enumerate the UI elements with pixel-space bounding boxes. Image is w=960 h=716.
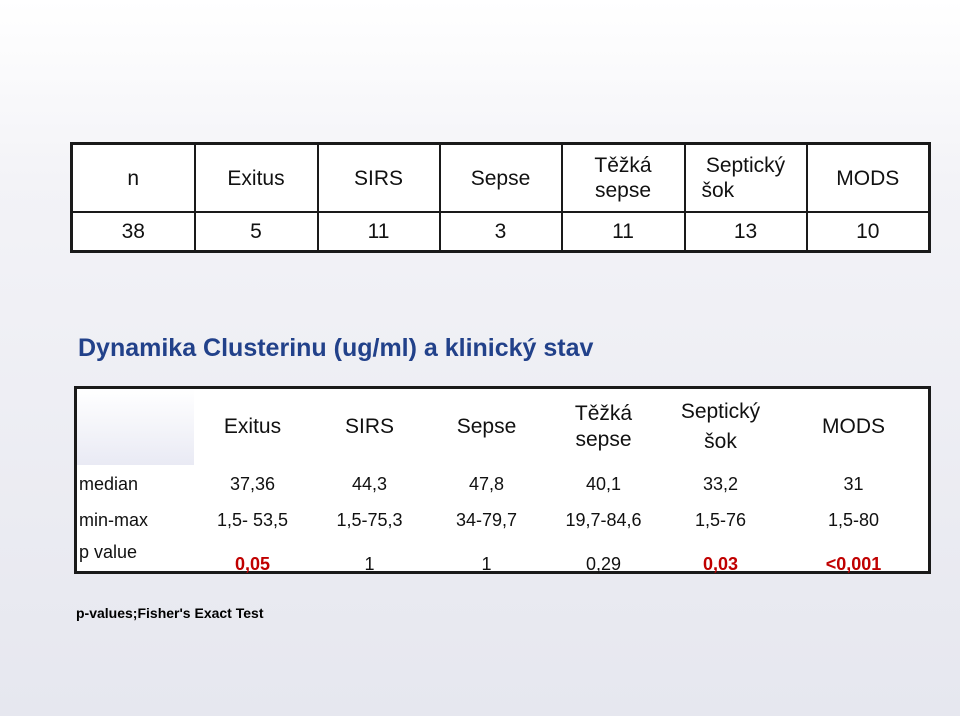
header-shade — [77, 389, 194, 465]
value-cell: 19,7-84,6 — [565, 510, 642, 530]
p-value-significant: 0,05 — [234, 554, 271, 574]
header-cell: Sepse — [438, 142, 563, 213]
value-cell: 47,8 — [468, 473, 505, 494]
header-line: sepse — [594, 179, 652, 202]
value-cell: 10 — [805, 211, 931, 253]
header-cell: Těžká sepse — [545, 389, 662, 465]
header-line: sepse — [575, 428, 632, 451]
p-value-significant: <0,001 — [825, 554, 882, 574]
p-value-significant: 0,03 — [702, 554, 739, 574]
header-cell: MODS — [805, 142, 931, 213]
header-cell: MODS — [822, 415, 885, 438]
slide-title: Dynamika Clusterinu (ug/ml) a klinický s… — [78, 334, 594, 362]
value-cell: 31 — [843, 473, 864, 494]
row-label: median — [79, 473, 139, 494]
header-cell: Septický šok — [683, 142, 808, 213]
value-cell: 1,5-76 — [694, 510, 747, 530]
header-cell: Exitus — [223, 415, 282, 438]
value-cell: 3 — [438, 211, 563, 253]
header-cell: n — [70, 142, 196, 213]
value-cell: 40,1 — [585, 473, 622, 494]
clusterin-table-frame: Exitus SIRS Sepse Těžká sepse Septický š… — [74, 386, 931, 574]
value-cell: 33,2 — [702, 473, 739, 494]
value-cell: 11 — [316, 211, 441, 253]
header-line: šok — [701, 179, 735, 202]
header-cell: Těžká sepse — [560, 142, 686, 213]
header-cell: SIRS — [344, 415, 394, 438]
header-cell: SIRS — [316, 142, 441, 213]
p-value-cell: 1 — [481, 554, 492, 574]
table-row: p value 0,05 1 1 0,29 0,03 <0,001 — [77, 538, 928, 577]
row-label: p value — [79, 542, 138, 562]
value-cell: 34-79,7 — [455, 510, 518, 530]
clusterin-table: Exitus SIRS Sepse Těžká sepse Septický š… — [77, 389, 928, 577]
value-cell: 44,3 — [351, 473, 388, 494]
table-row: median 37,36 44,3 47,8 40,1 33,2 31 — [77, 465, 928, 503]
header-cell: Exitus — [193, 142, 319, 213]
table-row: min-max 1,5- 53,5 1,5-75,3 34-79,7 19,7-… — [77, 503, 928, 538]
header-cell: Sepse — [456, 415, 517, 438]
p-value-cell: 1 — [364, 554, 375, 574]
value-cell: 37,36 — [229, 473, 276, 494]
patient-count-table: n Exitus SIRS Sepse Těžká sepse Septický… — [70, 142, 931, 253]
value-cell: 5 — [193, 211, 319, 253]
value-cell: 1,5- 53,5 — [216, 510, 289, 530]
table-header-row: Exitus SIRS Sepse Těžká sepse Septický š… — [77, 389, 928, 465]
header-line: Septický — [705, 154, 786, 177]
header-cell: Septický šok — [662, 389, 779, 465]
table-row: 38 5 11 3 11 13 10 — [70, 211, 931, 253]
value-cell: 38 — [70, 211, 196, 253]
header-line: Septický — [680, 400, 761, 423]
value-cell: 1,5-75,3 — [336, 510, 403, 530]
value-cell: 1,5-80 — [827, 510, 880, 530]
footnote: p-values;Fisher's Exact Test — [76, 605, 264, 621]
table-header-row: n Exitus SIRS Sepse Těžká sepse Septický… — [70, 142, 931, 213]
corner-cell — [77, 389, 194, 465]
value-cell: 11 — [560, 211, 686, 253]
p-value-cell: 0,29 — [585, 554, 622, 574]
header-line: šok — [704, 430, 737, 453]
header-line: Těžká — [574, 402, 633, 425]
row-label: min-max — [79, 510, 149, 530]
value-cell: 13 — [683, 211, 808, 253]
header-line: Těžká — [594, 154, 652, 177]
